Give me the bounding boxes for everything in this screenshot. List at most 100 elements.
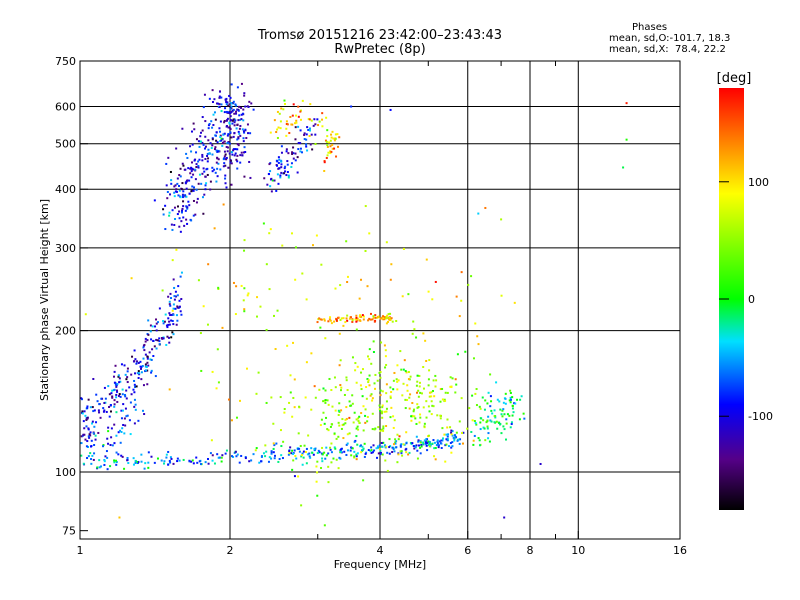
data-point [233,154,236,157]
data-point [389,318,392,321]
data-point [103,458,106,461]
data-point [204,461,207,464]
data-point [411,442,414,445]
data-point [163,320,166,323]
data-point [167,450,170,453]
data-point [477,212,480,215]
data-point [440,439,443,442]
data-point [135,385,138,388]
data-point [365,397,368,400]
data-point [306,453,309,456]
data-point [370,449,373,452]
data-point [229,161,232,164]
data-point [156,457,159,460]
data-point [306,126,309,129]
data-point [273,314,276,317]
data-point [165,184,168,187]
data-point [327,481,330,484]
data-point [135,460,138,463]
data-point [204,175,207,178]
data-point [299,109,302,112]
data-point [167,317,170,320]
data-point [378,371,381,374]
data-point [211,459,214,462]
data-point [622,166,625,169]
data-point [273,119,276,122]
data-point [301,99,304,102]
data-point [468,407,471,410]
data-point [358,315,361,318]
data-point [250,102,253,105]
data-point [499,408,502,411]
data-point [303,132,306,135]
data-point [411,332,414,335]
data-point [305,143,308,146]
data-point [175,190,178,193]
data-point [241,154,244,157]
data-point [417,406,420,409]
x-axis-label: Frequency [MHz] [334,558,426,571]
y-axis-label: Stationary phase Virtual Height [km] [38,199,51,401]
data-point [98,403,101,406]
data-point [111,444,114,447]
data-point [158,340,161,343]
data-point [215,139,218,142]
data-point [472,357,475,360]
data-point [426,449,429,452]
data-point [128,419,131,422]
data-point [243,239,246,242]
data-point [455,295,458,298]
data-point [413,415,416,418]
data-point [428,441,431,444]
data-point [90,445,93,448]
data-point [334,447,337,450]
data-point [389,395,392,398]
data-point [379,371,382,374]
data-point [395,319,398,322]
data-point [196,461,199,464]
data-point [164,204,167,207]
data-point [416,457,419,460]
data-point [209,452,212,455]
data-point [126,367,129,370]
data-point [314,142,317,145]
data-point [225,145,228,148]
data-point [168,320,171,323]
data-point [213,111,216,114]
data-point [411,401,414,404]
data-point [137,370,140,373]
data-point [420,444,423,447]
data-point [117,375,120,378]
data-point [224,107,227,110]
data-point [321,457,324,460]
data-point [402,443,405,446]
data-point [334,133,337,136]
data-point [104,397,107,400]
data-point [485,421,488,424]
data-point [121,455,124,458]
data-point [244,105,247,108]
data-point [368,374,371,377]
data-point [475,404,478,407]
data-point [409,375,412,378]
data-point [308,118,311,121]
data-point [133,422,136,425]
data-point [326,144,329,147]
data-point [277,156,280,159]
data-point [202,212,205,215]
data-point [385,400,388,403]
data-point [444,399,447,402]
data-point [142,409,145,412]
data-point [240,454,243,457]
data-point [372,340,375,343]
data-point [428,410,431,413]
data-point [227,104,230,107]
data-point [86,457,89,460]
data-point [223,157,226,160]
data-point [294,138,297,141]
data-point [503,413,506,416]
data-point [390,263,393,266]
data-point [115,451,118,454]
data-point [215,149,218,152]
data-point [121,393,124,396]
